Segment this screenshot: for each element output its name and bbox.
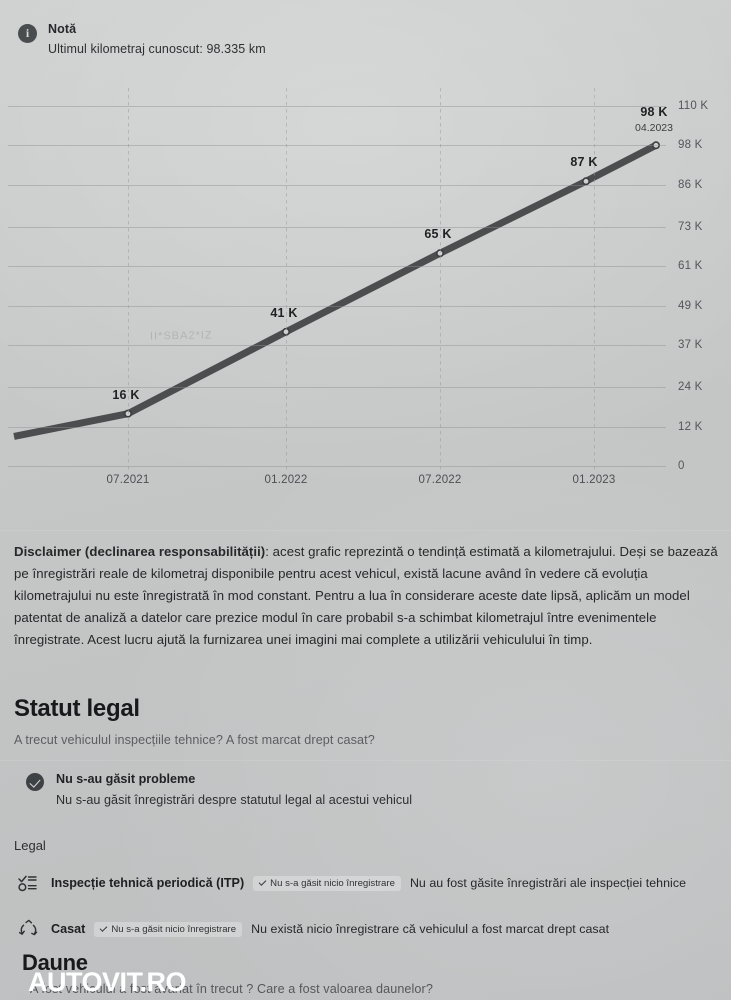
chart-vgridline [286, 88, 287, 470]
chart-y-tick-label: 49 K [678, 299, 703, 312]
chart-data-point [281, 327, 290, 336]
chart-gridline [8, 266, 666, 268]
chart-gridline [8, 227, 666, 229]
chart-x-tick-label: 01.2023 [572, 474, 616, 486]
legal-row-itp[interactable]: Inspecție tehnică periodică (ITP) Nu s-a… [16, 872, 686, 894]
chart-y-tick-label: 0 [678, 460, 685, 472]
legal-row-badge-label: Nu s-a găsit nicio înregistrare [270, 877, 395, 889]
chart-y-tick-label: 73 K [678, 221, 703, 234]
chart-x-tick-label: 07.2022 [418, 474, 462, 486]
chart-point-label: 98 K [640, 105, 668, 120]
chart-point-sublabel: 04.2023 [635, 122, 673, 135]
legal-row-description: Nu există nicio înregistrare că vehiculu… [251, 922, 610, 936]
chart-point-label: 41 K [270, 305, 298, 320]
legal-row-description: Nu au fost găsite înregistrări ale inspe… [409, 876, 687, 890]
chart-data-point [435, 249, 444, 258]
note-subtitle: Ultimul kilometraj cunoscut: 98.335 km [48, 42, 266, 56]
note-block: i Notă Ultimul kilometraj cunoscut: 98.3… [18, 22, 266, 56]
recycle-icon [16, 918, 42, 940]
chart-point-label: 65 K [424, 227, 452, 242]
scanline [0, 530, 731, 531]
chart-y-tick-label: 61 K [678, 260, 703, 273]
legal-status-title: Statut legal [14, 695, 140, 722]
chart-y-tick-label: 98 K [678, 139, 703, 152]
chart-vgridline [440, 88, 441, 470]
chart-point-label: 87 K [570, 155, 598, 170]
legal-row-casat[interactable]: Casat Nu s-a găsit nicio înregistrare Nu… [16, 918, 609, 940]
legal-group-label: Legal [14, 838, 46, 853]
check-icon [258, 878, 267, 886]
chart-y-tick-label: 12 K [678, 420, 703, 433]
checklist-icon [16, 872, 42, 894]
info-icon: i [18, 24, 37, 43]
check-icon [99, 924, 108, 932]
autovit-watermark: AUTOVIT.RO [28, 967, 187, 997]
legal-status-card: Nu s-au găsit probleme Nu s-au găsit înr… [26, 772, 412, 807]
chart-gridline [8, 344, 666, 346]
chart-y-axis: 110 K 98 K 86 K 73 K 61 K 49 K 37 K 24 K 12 K 0 [672, 88, 730, 472]
chart-gridline [8, 387, 666, 389]
trend-line [13, 141, 660, 440]
legal-status-subtitle: A trecut vehiculul inspecțiile tehnice? … [14, 733, 375, 747]
disclaimer-body: : acest grafic reprezintă o tendință est… [14, 544, 718, 647]
chart-data-point [651, 141, 660, 150]
chart-data-point [581, 177, 590, 186]
chart-y-tick-label: 24 K [678, 381, 703, 394]
scanline [0, 760, 731, 761]
chart-y-tick-label: 86 K [678, 178, 703, 191]
legal-row-name: Inspecție tehnică periodică (ITP) [51, 876, 245, 890]
legal-row-badge: Nu s-a găsit nicio înregistrare [94, 921, 243, 937]
disclaimer-lead: Disclaimer (declinarea responsabilității… [14, 544, 266, 559]
legal-row-badge-label: Nu s-a găsit nicio înregistrare [111, 923, 237, 935]
chart-y-tick-label: 37 K [678, 338, 703, 351]
chart-vgridline [128, 88, 129, 470]
legal-row-name: Casat [51, 922, 86, 936]
chart-gridline [8, 106, 666, 107]
disclaimer-text: Disclaimer (declinarea responsabilității… [14, 541, 722, 651]
chart-gridline [8, 305, 666, 307]
chart-gridline [8, 426, 666, 428]
note-title: Notă [48, 22, 77, 36]
chart-gridline [8, 466, 666, 467]
status-title: Nu s-au găsit probleme [56, 772, 196, 786]
chart-x-tick-label: 07.2021 [106, 474, 150, 486]
chart-plot-area: 16 K 41 K 65 K 87 K 98 K 04.2023 [8, 88, 673, 470]
status-description: Nu s-au găsit înregistrări despre statut… [56, 793, 413, 807]
mileage-chart: 16 K 41 K 65 K 87 K 98 K 04.2023 110 K 98 K 86 … [0, 88, 731, 500]
damages-subtitle: A fost vehiculul a fost avariat în trecu… [30, 982, 433, 996]
chart-gridline [8, 145, 666, 147]
chart-vgridline [594, 88, 595, 470]
chart-x-tick-label: 01.2022 [264, 474, 308, 486]
check-circle-icon [26, 773, 44, 791]
chart-point-label: 16 K [112, 387, 140, 402]
chart-x-axis: 07.2021 01.2022 07.2022 01.2023 [8, 474, 666, 498]
chart-y-tick-label: 110 K [678, 100, 709, 112]
legal-row-badge: Nu s-a găsit nicio înregistrare [253, 875, 401, 891]
damages-title: Daune [22, 950, 88, 975]
ghost-text: ΙΙ*ЅΒΑ2*ΙΖ [149, 329, 213, 343]
chart-gridline [8, 184, 666, 186]
